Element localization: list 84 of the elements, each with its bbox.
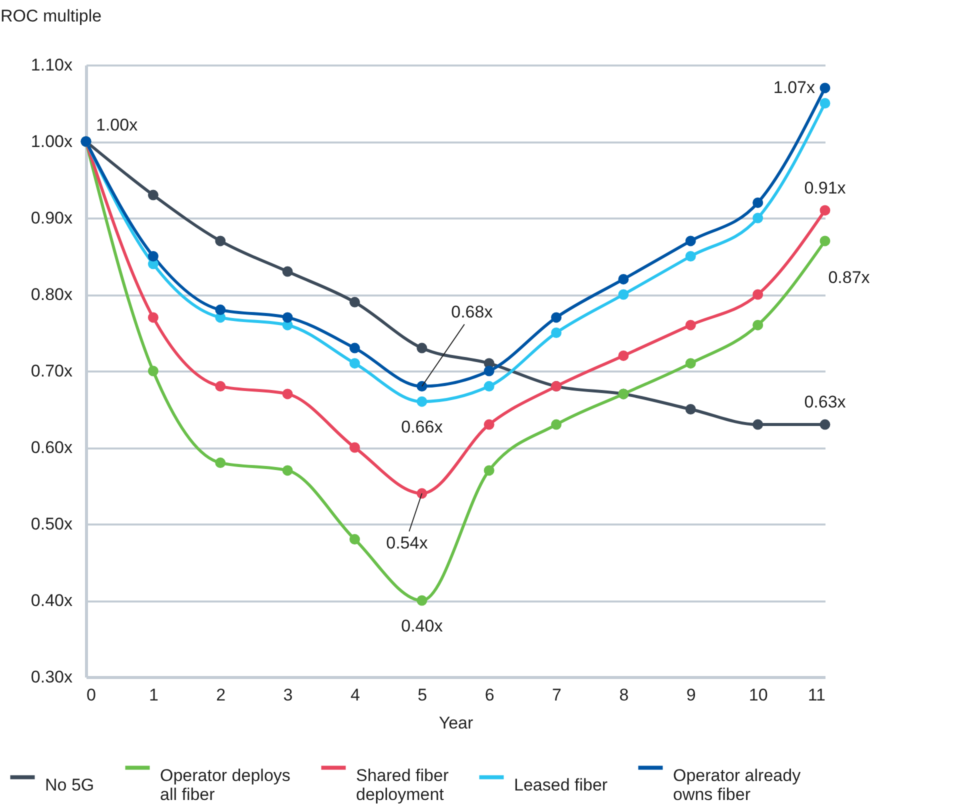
legend-label: Shared fiber deployment: [356, 766, 449, 804]
point: [148, 312, 158, 323]
point: [685, 358, 696, 369]
point: [551, 312, 562, 323]
point: [685, 251, 696, 262]
y-tick-label: 1.00x: [30, 132, 73, 151]
y-tick-label: 1.10x: [30, 56, 73, 74]
point: [416, 381, 428, 392]
x-tick-label: 10: [748, 686, 768, 704]
annotation: 0.68x: [451, 302, 494, 322]
annotation: 0.87x: [828, 268, 870, 287]
point: [752, 320, 764, 330]
point: [349, 442, 360, 453]
point: [618, 289, 629, 300]
point: [685, 320, 696, 330]
x-tick-label: 0: [86, 686, 96, 704]
x-tick-label: 9: [686, 686, 696, 704]
point: [282, 312, 293, 323]
point: [551, 328, 562, 338]
annotation: 0.66x: [401, 418, 444, 437]
x-tick-label: 11: [808, 686, 826, 704]
annotation: 0.63x: [804, 392, 846, 412]
point: [349, 534, 360, 545]
y-axis-title: ROC multiple: [0, 6, 102, 26]
annotation: 0.54x: [386, 533, 428, 552]
point: [282, 266, 293, 277]
legend-label: Leased fiber: [514, 775, 608, 794]
point: [148, 366, 158, 376]
point: [148, 251, 158, 262]
point: [820, 419, 830, 430]
x-tick-label: 8: [619, 686, 629, 704]
annotation: 0.40x: [401, 616, 444, 636]
point: [416, 342, 428, 354]
x-tick-label: 2: [216, 686, 226, 704]
point: [752, 419, 764, 430]
point: [752, 212, 764, 224]
legend-label: Operator already owns fiber: [673, 766, 802, 804]
point: [282, 465, 293, 476]
x-tick-label: 1: [148, 686, 158, 704]
point: [685, 236, 696, 246]
x-axis-title: Year: [438, 714, 474, 732]
y-tick-label: 0.50x: [30, 514, 73, 534]
legend-label: Operator deploys all fiber: [160, 766, 290, 804]
point: [820, 205, 830, 216]
y-tick-label: 0.30x: [30, 668, 73, 686]
point: [685, 404, 696, 414]
point: [215, 458, 226, 468]
x-tick-label: 4: [350, 686, 360, 704]
point: [752, 289, 764, 300]
point: [618, 274, 629, 284]
legend-label: No 5G: [45, 775, 94, 794]
x-tick-label: 7: [552, 686, 562, 704]
annotation: 0.91x: [804, 178, 846, 198]
point: [215, 381, 226, 392]
point: [349, 358, 360, 369]
point: [416, 595, 428, 606]
y-tick-label: 0.80x: [30, 285, 73, 304]
point: [282, 388, 293, 400]
x-tick-label: 3: [283, 686, 293, 704]
x-tick-label: 5: [418, 686, 428, 704]
point: [349, 296, 360, 308]
point: [752, 197, 764, 208]
point: [215, 304, 226, 316]
y-tick-label: 0.90x: [30, 208, 73, 228]
y-tick-label: 0.70x: [30, 362, 73, 380]
annotation: 1.00x: [96, 116, 138, 134]
point: [484, 419, 494, 430]
point: [618, 350, 629, 361]
point: [416, 488, 428, 499]
point: [820, 236, 830, 246]
y-tick-label: 0.60x: [30, 438, 73, 457]
point: [148, 190, 158, 200]
point: [484, 366, 494, 376]
point: [416, 396, 428, 407]
point: [484, 381, 494, 392]
annotation: 1.07x: [773, 78, 816, 97]
point: [215, 236, 226, 246]
point: [484, 465, 494, 476]
point: [820, 98, 830, 108]
point: [820, 82, 830, 94]
point: [349, 342, 360, 354]
point: [551, 419, 562, 430]
x-tick-label: 6: [484, 686, 494, 704]
y-tick-label: 0.40x: [30, 591, 73, 610]
